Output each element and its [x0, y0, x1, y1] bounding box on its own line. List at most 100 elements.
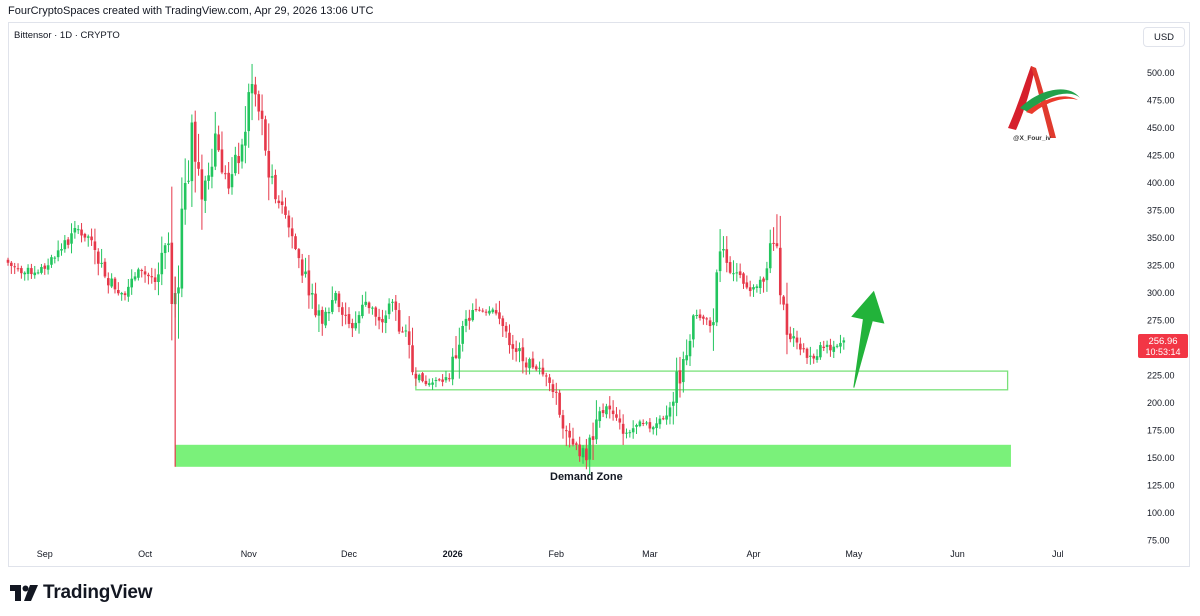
candle-body: [157, 274, 160, 283]
candle-body: [217, 134, 220, 151]
candle: [722, 236, 725, 258]
candle: [43, 263, 47, 275]
candle: [458, 327, 461, 379]
candle: [474, 298, 478, 312]
candle-body: [514, 348, 518, 352]
candle-body: [73, 227, 77, 233]
candle-body: [180, 208, 184, 289]
candle: [70, 223, 73, 254]
candle-body: [842, 340, 846, 343]
candle: [224, 165, 227, 180]
time-tick-label: Jul: [1052, 549, 1064, 559]
candle: [163, 243, 167, 270]
candle: [468, 309, 471, 330]
tradingview-footer[interactable]: TradingView: [10, 582, 153, 604]
candle-body: [718, 251, 722, 272]
candle: [384, 310, 388, 334]
candle: [802, 343, 805, 353]
currency-selector[interactable]: USD: [1143, 27, 1185, 47]
candles-layer: [6, 63, 846, 476]
candle: [197, 133, 200, 176]
candle-body: [90, 236, 93, 241]
candle: [441, 374, 444, 387]
candle: [240, 138, 244, 169]
candle-body: [825, 344, 829, 347]
candle: [451, 348, 454, 386]
candle: [86, 234, 90, 247]
candle-body: [324, 311, 327, 326]
candle: [541, 358, 545, 377]
candle-body: [150, 276, 154, 278]
candle-body: [93, 241, 97, 250]
candle: [762, 276, 765, 293]
candle-body: [655, 423, 658, 429]
candle: [267, 123, 271, 201]
time-tick-label: May: [845, 549, 863, 559]
candle: [444, 370, 448, 383]
candle-body: [53, 257, 57, 259]
candle-body: [692, 315, 695, 340]
candle-body: [203, 180, 207, 201]
logo-swoosh-accent: [1026, 96, 1078, 114]
candle-body: [414, 373, 418, 379]
candle: [571, 427, 575, 447]
candle-body: [337, 293, 341, 307]
candle: [127, 279, 130, 302]
candle: [227, 162, 230, 195]
candle-body: [551, 384, 555, 392]
candle: [46, 258, 50, 275]
time-tick-label: Oct: [138, 549, 153, 559]
candle-body: [812, 355, 816, 359]
price-tick-label: 325.00: [1147, 261, 1175, 271]
candle: [625, 428, 628, 439]
candle-body: [76, 229, 80, 231]
candle: [330, 286, 334, 315]
candle-body: [705, 318, 709, 320]
candle: [685, 339, 688, 366]
candle: [595, 400, 598, 445]
candle-body: [832, 346, 836, 352]
candle-body: [50, 257, 53, 265]
candle: [678, 356, 682, 398]
candle-body: [123, 293, 127, 296]
candle: [120, 291, 123, 301]
candle: [822, 340, 826, 352]
candle: [397, 303, 401, 335]
candle-body: [735, 272, 739, 274]
price-tick-label: 200.00: [1147, 398, 1175, 408]
candle: [220, 131, 224, 175]
candle: [752, 284, 755, 297]
candle: [170, 186, 174, 341]
candle: [484, 309, 488, 316]
candle-body: [712, 322, 715, 326]
watermark-logo: @X_Four_iv: [998, 60, 1088, 145]
candle: [588, 434, 592, 476]
candle-body: [437, 379, 441, 381]
candle: [675, 357, 678, 417]
candle-body: [140, 270, 144, 272]
candle-body: [66, 239, 70, 245]
candle: [137, 267, 140, 281]
symbol-info[interactable]: Bittensor · 1D · CRYPTO: [14, 30, 120, 41]
candle-body: [310, 293, 314, 295]
logo-a-left-stroke: [1008, 66, 1035, 130]
candle-body: [484, 311, 488, 313]
candle-body: [658, 418, 662, 425]
candle: [180, 177, 184, 298]
candle-body: [407, 331, 411, 345]
candle-body: [133, 276, 137, 280]
candle-body: [297, 249, 301, 259]
candle-body: [752, 287, 755, 290]
candle: [290, 217, 294, 249]
candle-body: [33, 272, 37, 276]
candle: [832, 340, 836, 359]
candle-body: [621, 423, 625, 434]
candle: [735, 263, 739, 282]
price-tick-label: 225.00: [1147, 371, 1175, 381]
candle-body: [591, 436, 595, 440]
candle: [334, 290, 337, 304]
candle-body: [317, 310, 321, 316]
candle: [565, 425, 568, 447]
candle: [20, 265, 23, 279]
